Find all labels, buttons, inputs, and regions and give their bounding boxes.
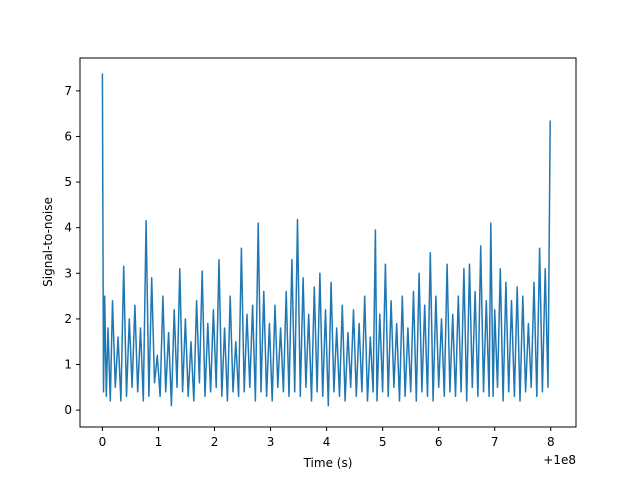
x-tick-label: 4: [323, 435, 331, 449]
y-tick-label: 7: [64, 84, 72, 98]
x-tick-label: 8: [547, 435, 555, 449]
x-offset-label: +1e8: [543, 453, 576, 467]
x-tick-label: 7: [491, 435, 499, 449]
y-tick-label: 0: [64, 403, 72, 417]
y-axis-ticks: 0 1 2 3 4 5 6 7: [64, 84, 80, 417]
x-axis-ticks: 0 1 2 3 4 5 6 7 8: [99, 427, 555, 449]
y-tick-label: 5: [64, 175, 72, 189]
y-tick-label: 3: [64, 266, 72, 280]
x-tick-label: 6: [435, 435, 443, 449]
x-tick-label: 2: [211, 435, 219, 449]
x-tick-label: 1: [155, 435, 163, 449]
y-tick-label: 4: [64, 221, 72, 235]
x-tick-label: 3: [267, 435, 275, 449]
y-axis-label: Signal-to-noise: [41, 197, 55, 287]
series-line-0: [101, 73, 551, 407]
y-tick-label: 2: [64, 312, 72, 326]
x-tick-label: 5: [379, 435, 387, 449]
y-tick-label: 1: [64, 358, 72, 372]
y-tick-label: 6: [64, 129, 72, 143]
series-layer: [101, 73, 551, 407]
x-tick-label: 0: [99, 435, 107, 449]
plot-frame: [79, 57, 577, 428]
x-axis-label: Time (s): [303, 456, 353, 470]
